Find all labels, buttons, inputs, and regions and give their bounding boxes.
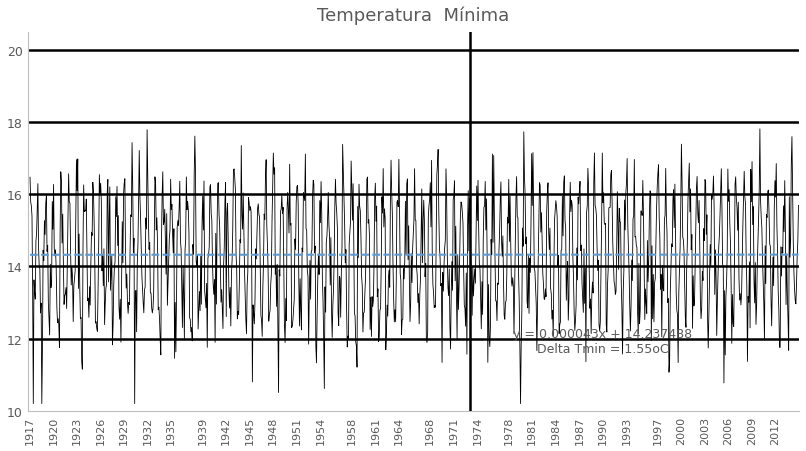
Text: y = 0.000043x + 14.237488
Delta Tmin = 1.55oC: y = 0.000043x + 14.237488 Delta Tmin = 1… — [513, 328, 692, 355]
Title: Temperatura  Mínima: Temperatura Mínima — [318, 7, 509, 25]
